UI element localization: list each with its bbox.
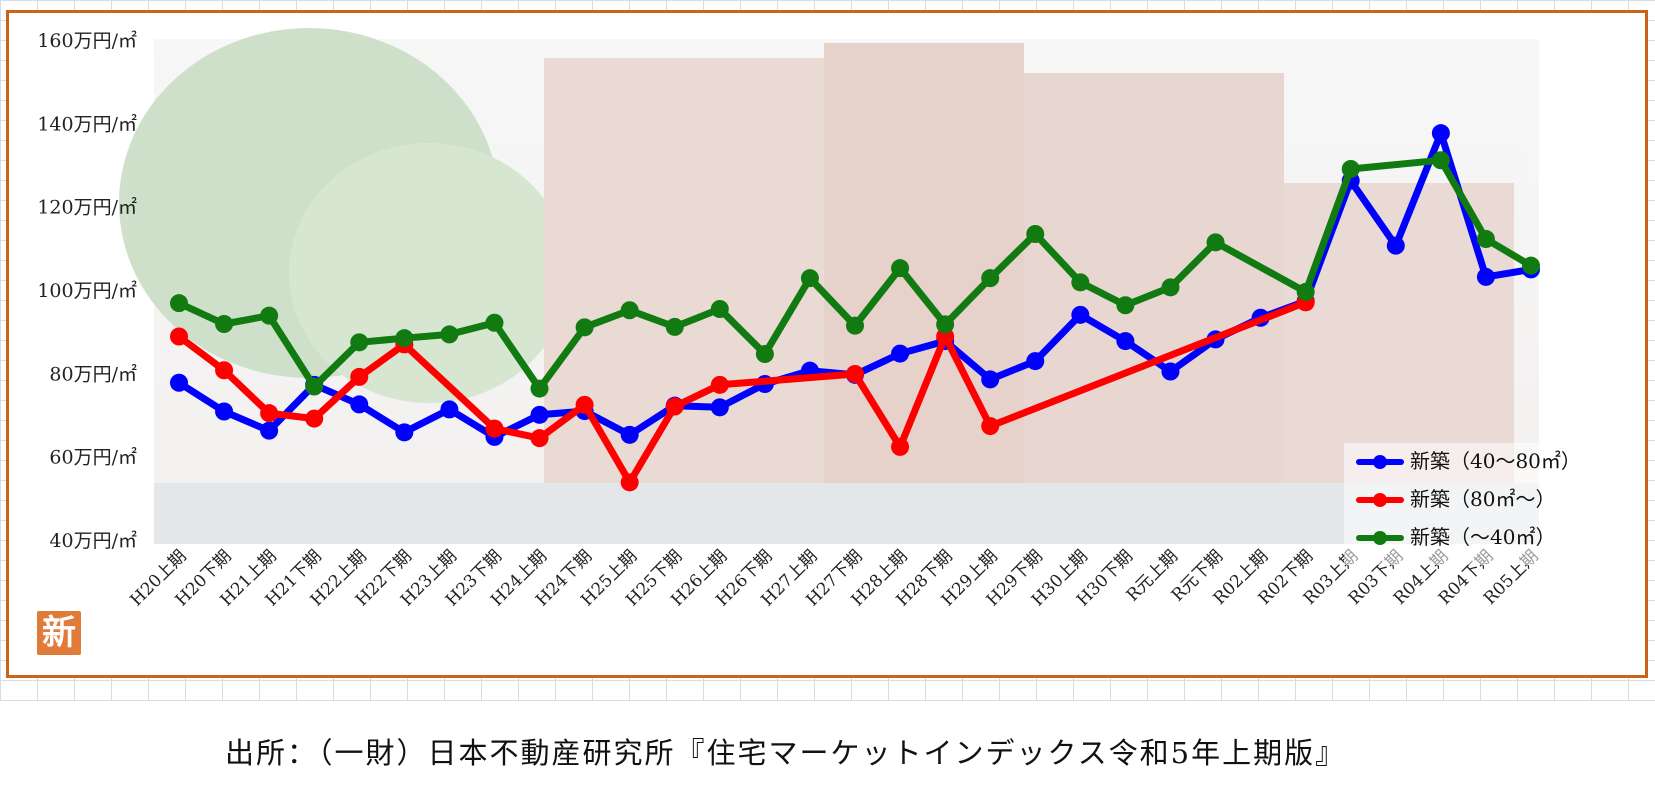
data-point-2: [1026, 225, 1045, 243]
data-point-1: [620, 473, 639, 492]
data-point-2: [305, 377, 324, 396]
legend-label-red: 新築（80㎡～）: [1410, 487, 1556, 511]
data-point-0: [891, 344, 910, 363]
data-point-1: [260, 404, 279, 423]
data-point-2: [936, 315, 955, 334]
legend-item-blue: 新築（40～80㎡）: [1352, 443, 1622, 479]
data-point-2: [530, 379, 549, 398]
y-tick-label: 80万円/㎡: [49, 362, 137, 385]
data-point-2: [1476, 230, 1495, 248]
data-point-1: [846, 365, 864, 383]
y-tick-label: 60万円/㎡: [49, 446, 137, 469]
new-building-badge-icon: 新: [37, 611, 81, 655]
data-point-0: [170, 373, 188, 392]
data-point-2: [1161, 278, 1180, 297]
data-point-0: [1116, 332, 1135, 351]
data-point-2: [665, 317, 684, 336]
data-point-2: [260, 306, 279, 325]
data-point-2: [710, 300, 729, 318]
y-tick-label: 140万円/㎡: [37, 112, 137, 135]
data-point-2: [440, 325, 459, 344]
data-point-1: [215, 361, 234, 380]
legend-label-blue: 新築（40～80㎡）: [1410, 449, 1581, 473]
data-point-0: [1476, 267, 1495, 286]
legend-marker-green: [1373, 531, 1387, 545]
line-chart: 160万円/㎡ 140万円/㎡ 120万円/㎡ 100万円/㎡ 80万円/㎡ 60万円/㎡…: [37, 28, 1543, 610]
data-point-0: [350, 395, 369, 414]
data-point-1: [350, 367, 369, 386]
data-point-1: [665, 397, 684, 416]
legend-label-green: 新築（～40㎡）: [1410, 525, 1556, 549]
data-point-1: [170, 327, 188, 346]
source-note: 出所：（一財）日本不動産研究所『住宅マーケットインデックス令和5年上期版』: [225, 736, 1347, 770]
data-point-2: [1341, 160, 1360, 178]
data-point-2: [891, 259, 910, 278]
y-tick-label: 100万円/㎡: [37, 279, 137, 302]
legend-marker-blue: [1373, 455, 1387, 469]
data-point-2: [800, 269, 819, 288]
data-point-2: [1522, 256, 1540, 275]
data-point-0: [215, 402, 234, 421]
data-point-0: [620, 425, 639, 444]
data-point-1: [485, 419, 504, 438]
data-point-2: [981, 269, 1000, 288]
data-point-0: [260, 421, 279, 440]
y-tick-label: 120万円/㎡: [37, 196, 137, 219]
data-point-2: [575, 318, 594, 337]
data-point-0: [440, 400, 459, 419]
data-point-0: [1026, 352, 1045, 371]
data-point-2: [170, 294, 188, 313]
data-point-2: [350, 333, 369, 352]
data-point-2: [1206, 233, 1225, 252]
data-point-0: [1386, 236, 1405, 255]
data-point-0: [1161, 362, 1180, 381]
data-point-2: [215, 315, 234, 333]
y-tick-label: 40万円/㎡: [49, 529, 137, 552]
data-point-2: [395, 329, 414, 348]
data-point-2: [755, 345, 774, 363]
data-point-1: [305, 409, 324, 428]
data-point-0: [1431, 124, 1450, 143]
data-point-2: [485, 313, 504, 332]
data-point-2: [1431, 151, 1450, 170]
data-point-0: [710, 398, 729, 417]
chart-legend: 新築（40～80㎡） 新築（80㎡～） 新築（～40㎡）: [1344, 443, 1627, 565]
spreadsheet-footer-area: [0, 700, 1655, 803]
data-point-2: [1296, 282, 1315, 301]
data-point-1: [891, 437, 910, 456]
data-point-0: [981, 370, 1000, 389]
data-point-2: [1071, 273, 1090, 292]
y-tick-label: 160万円/㎡: [37, 29, 137, 52]
data-point-2: [1116, 296, 1135, 315]
legend-item-green: 新築（～40㎡）: [1352, 519, 1622, 555]
data-point-1: [530, 429, 549, 448]
data-point-1: [710, 375, 729, 394]
data-point-1: [575, 395, 594, 414]
background-photo: [119, 28, 1539, 544]
data-point-0: [1071, 305, 1090, 324]
data-point-0: [395, 423, 414, 442]
chart-frame[interactable]: 160万円/㎡ 140万円/㎡ 120万円/㎡ 100万円/㎡ 80万円/㎡ 60万円/㎡…: [6, 10, 1648, 678]
legend-marker-red: [1373, 493, 1387, 507]
data-point-0: [530, 405, 549, 424]
data-point-1: [981, 417, 1000, 436]
legend-item-red: 新築（80㎡～）: [1352, 481, 1622, 517]
data-point-2: [846, 316, 864, 335]
data-point-2: [620, 301, 639, 320]
